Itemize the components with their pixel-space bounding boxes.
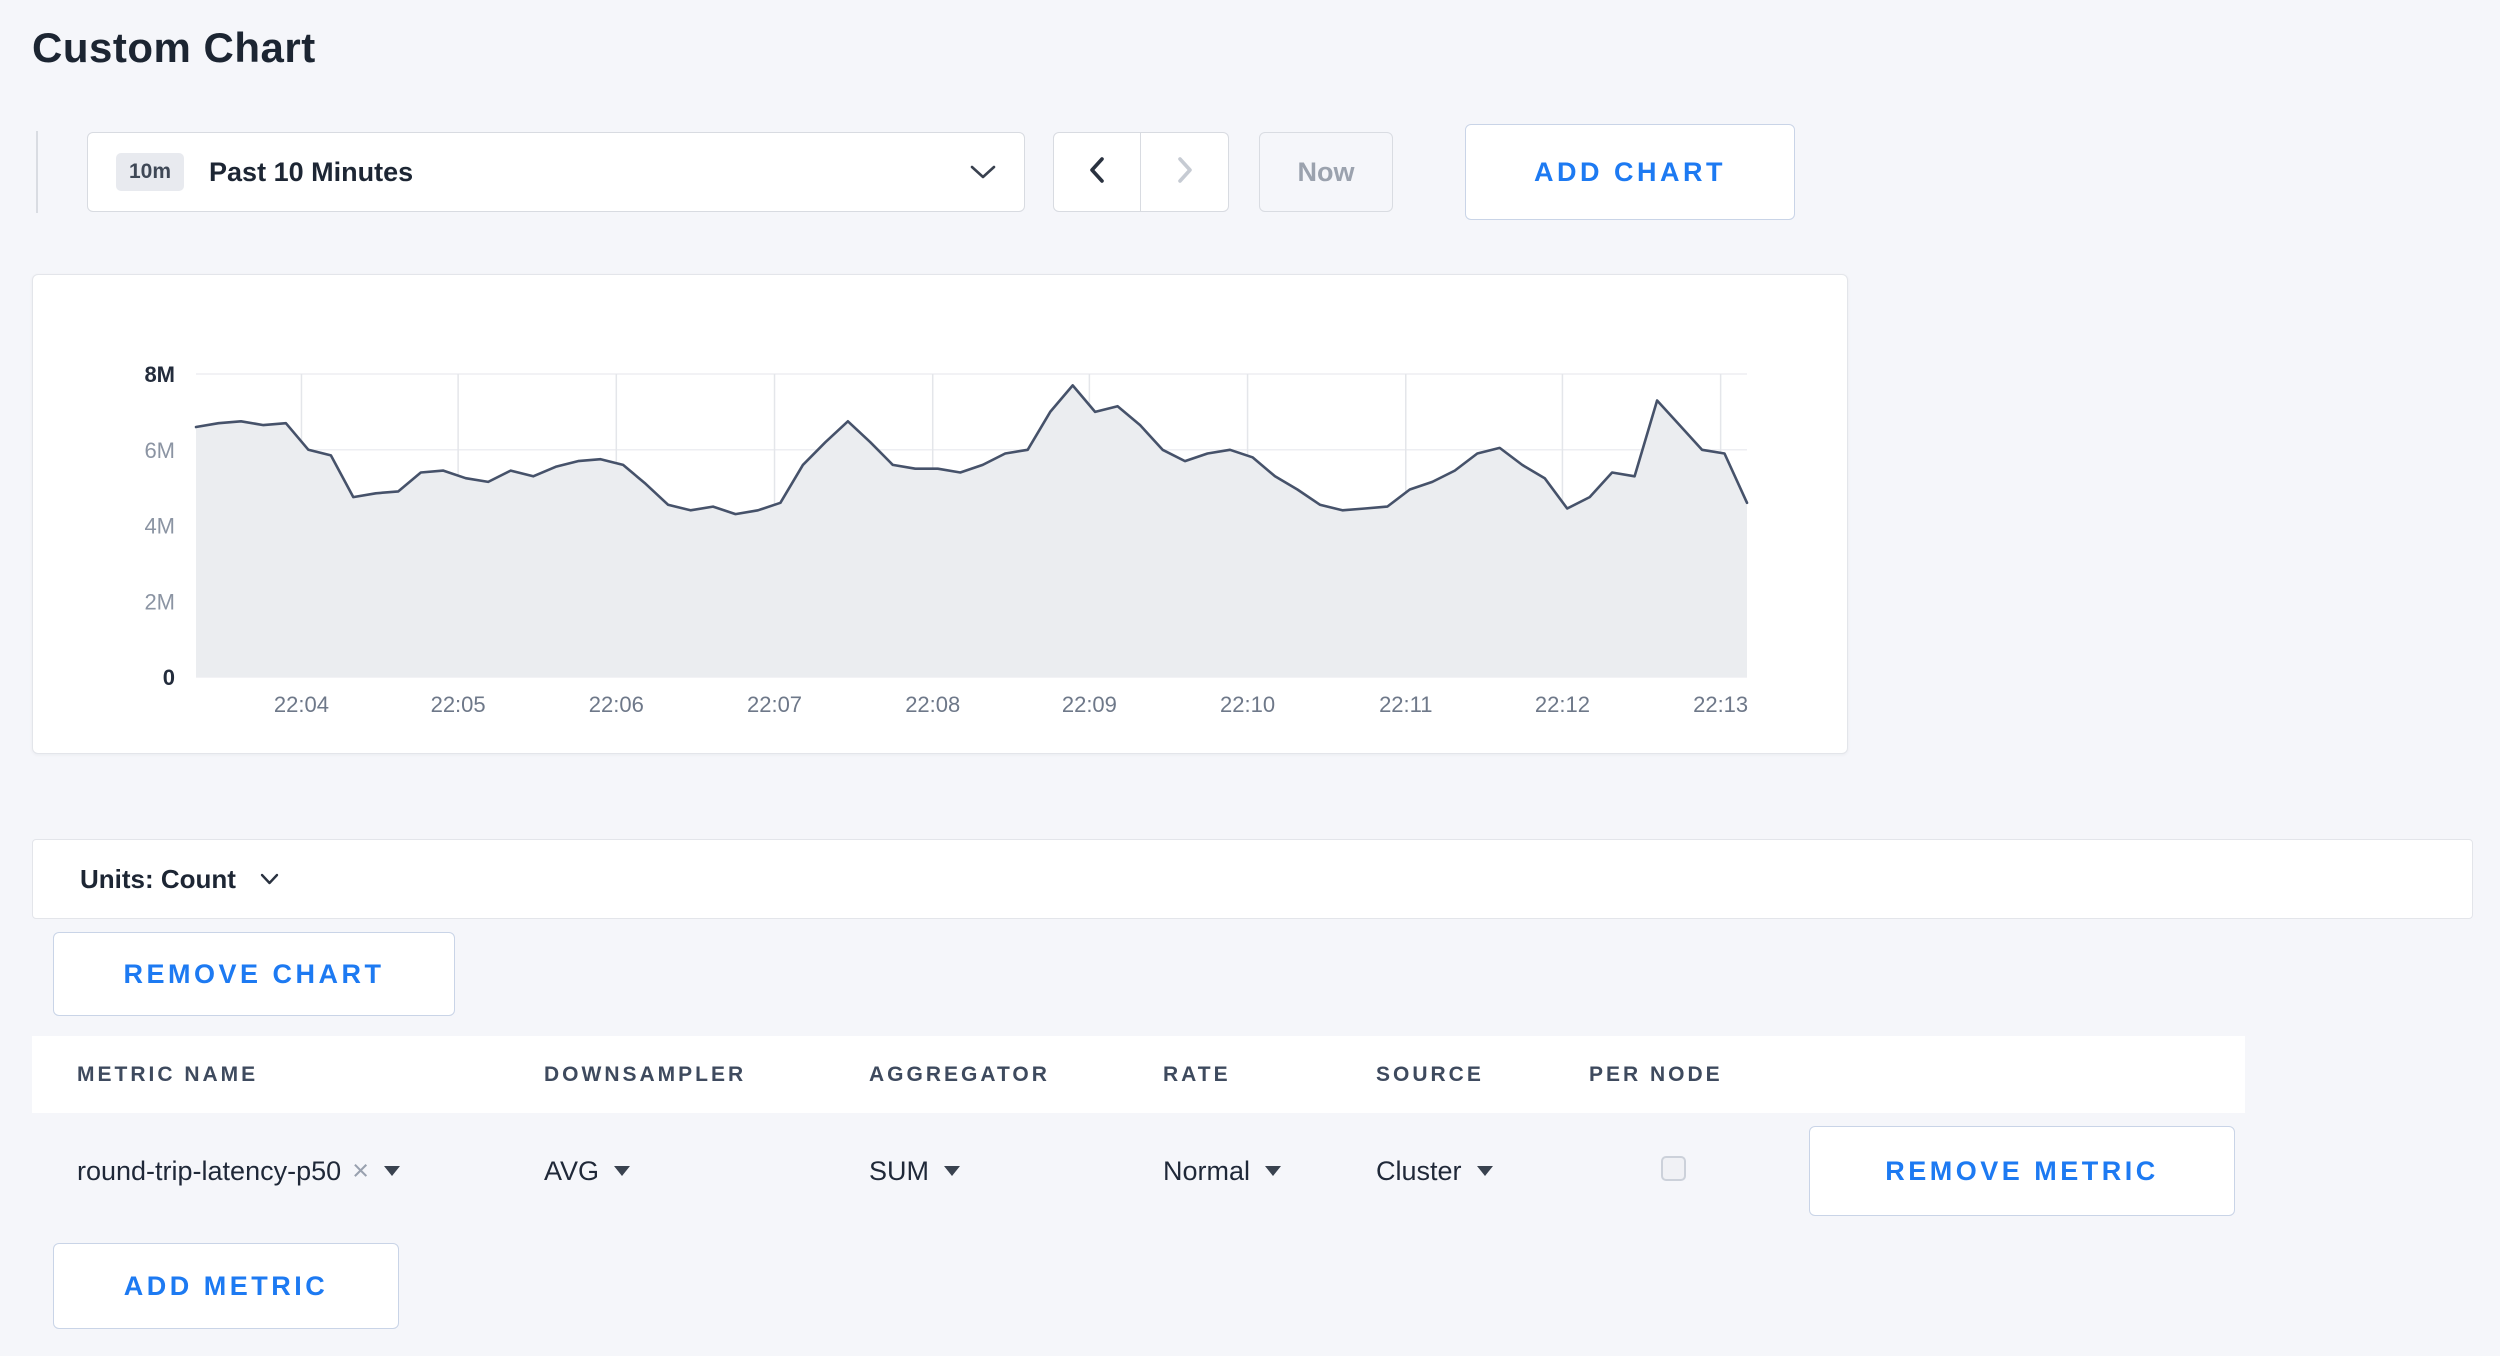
chart-card: 0 2M 4M 6M 8M 22:04 22:05 22:06 22:07 22:08 22:09 2… bbox=[32, 274, 1848, 754]
svg-text:4M: 4M bbox=[144, 514, 175, 539]
column-header-downsampler: DOWNSAMPLER bbox=[544, 1062, 747, 1086]
source-dropdown[interactable]: Cluster bbox=[1376, 1156, 1589, 1187]
rate-value: Normal bbox=[1163, 1155, 1251, 1186]
per-node-checkbox[interactable] bbox=[1661, 1156, 1686, 1181]
svg-text:22:05: 22:05 bbox=[431, 692, 486, 717]
metric-name-dropdown[interactable]: round-trip-latency-p50 × bbox=[77, 1156, 544, 1187]
time-range-dropdown[interactable]: 10m Past 10 Minutes bbox=[87, 132, 1025, 212]
time-range-badge: 10m bbox=[116, 153, 185, 191]
metrics-table: METRIC NAME DOWNSAMPLER AGGREGATOR RATE … bbox=[32, 1036, 2468, 1229]
chevron-down-icon bbox=[970, 164, 996, 180]
per-node-cell bbox=[1589, 1156, 1809, 1186]
units-dropdown[interactable]: Units: Count bbox=[32, 839, 2473, 919]
remove-chart-button[interactable]: REMOVE CHART bbox=[53, 932, 455, 1016]
caret-down-icon bbox=[614, 1166, 631, 1176]
column-header-metric-name: METRIC NAME bbox=[77, 1062, 259, 1086]
aggregator-value: SUM bbox=[869, 1155, 929, 1186]
column-header-source: SOURCE bbox=[1376, 1062, 1484, 1086]
svg-text:22:13: 22:13 bbox=[1693, 692, 1748, 717]
time-back-button[interactable] bbox=[1053, 132, 1141, 212]
units-label: Units: Count bbox=[80, 863, 236, 894]
source-value: Cluster bbox=[1376, 1155, 1462, 1186]
add-metric-button[interactable]: ADD METRIC bbox=[53, 1243, 399, 1329]
toolbar: 10m Past 10 Minutes Now ADD CHART bbox=[32, 124, 2468, 220]
svg-text:2M: 2M bbox=[144, 589, 175, 614]
metric-name-value: round-trip-latency-p50 bbox=[77, 1155, 342, 1186]
column-header-rate: RATE bbox=[1163, 1062, 1231, 1086]
column-header-aggregator: AGGREGATOR bbox=[869, 1062, 1050, 1086]
chevron-down-icon bbox=[260, 873, 279, 885]
caret-down-icon bbox=[1476, 1166, 1493, 1176]
svg-text:22:07: 22:07 bbox=[747, 692, 802, 717]
svg-text:22:08: 22:08 bbox=[905, 692, 960, 717]
svg-text:6M: 6M bbox=[144, 438, 175, 463]
svg-text:0: 0 bbox=[163, 665, 175, 690]
toolbar-divider bbox=[36, 131, 38, 213]
now-button[interactable]: Now bbox=[1259, 132, 1393, 212]
time-forward-button[interactable] bbox=[1141, 132, 1229, 212]
svg-text:22:09: 22:09 bbox=[1062, 692, 1117, 717]
metric-row: round-trip-latency-p50 × AVG SUM Normal … bbox=[32, 1113, 2468, 1229]
chevron-right-icon bbox=[1173, 155, 1197, 190]
svg-text:22:04: 22:04 bbox=[274, 692, 329, 717]
downsampler-value: AVG bbox=[544, 1155, 600, 1186]
svg-text:22:12: 22:12 bbox=[1535, 692, 1590, 717]
column-header-per-node: PER NODE bbox=[1589, 1062, 1723, 1086]
chevron-left-icon bbox=[1085, 155, 1109, 190]
latency-area-chart: 0 2M 4M 6M 8M 22:04 22:05 22:06 22:07 22:08 22:09 2… bbox=[144, 362, 1749, 717]
remove-tag-icon[interactable]: × bbox=[352, 1154, 370, 1187]
time-range-label: Past 10 Minutes bbox=[209, 156, 414, 187]
aggregator-dropdown[interactable]: SUM bbox=[869, 1156, 1163, 1187]
svg-text:22:06: 22:06 bbox=[589, 692, 644, 717]
metrics-table-header: METRIC NAME DOWNSAMPLER AGGREGATOR RATE … bbox=[32, 1036, 2245, 1113]
time-nav bbox=[1053, 132, 1229, 212]
rate-dropdown[interactable]: Normal bbox=[1163, 1156, 1376, 1187]
caret-down-icon bbox=[384, 1166, 401, 1176]
caret-down-icon bbox=[1265, 1166, 1282, 1176]
svg-text:8M: 8M bbox=[144, 362, 175, 387]
svg-text:22:11: 22:11 bbox=[1379, 692, 1432, 717]
add-chart-button[interactable]: ADD CHART bbox=[1465, 124, 1795, 220]
caret-down-icon bbox=[944, 1166, 960, 1176]
page-title: Custom Chart bbox=[32, 24, 316, 71]
svg-text:22:10: 22:10 bbox=[1220, 692, 1275, 717]
downsampler-dropdown[interactable]: AVG bbox=[544, 1156, 869, 1187]
remove-metric-button[interactable]: REMOVE METRIC bbox=[1809, 1126, 2235, 1216]
